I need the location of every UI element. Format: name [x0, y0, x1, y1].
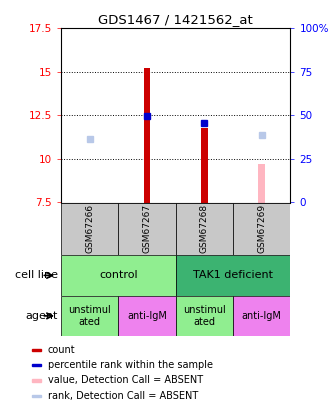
Title: GDS1467 / 1421562_at: GDS1467 / 1421562_at	[98, 13, 253, 26]
Bar	[233, 202, 290, 255]
Bar	[176, 255, 290, 296]
Bar	[201, 128, 208, 202]
Text: anti-IgM: anti-IgM	[242, 311, 282, 321]
Bar	[233, 296, 290, 336]
Bar	[144, 68, 150, 202]
Text: unstimul
ated: unstimul ated	[68, 305, 111, 327]
Bar	[61, 296, 118, 336]
Text: GSM67266: GSM67266	[85, 204, 94, 254]
Bar	[118, 296, 176, 336]
Bar	[32, 379, 41, 382]
Bar	[176, 296, 233, 336]
Bar	[32, 364, 41, 366]
Text: agent: agent	[25, 311, 58, 321]
Text: count: count	[48, 345, 75, 355]
Text: unstimul
ated: unstimul ated	[183, 305, 226, 327]
Bar	[118, 202, 176, 255]
Bar	[32, 395, 41, 397]
Bar	[176, 202, 233, 255]
Text: GSM67267: GSM67267	[143, 204, 151, 254]
Text: value, Detection Call = ABSENT: value, Detection Call = ABSENT	[48, 375, 203, 386]
Text: GSM67268: GSM67268	[200, 204, 209, 254]
Text: cell line: cell line	[15, 271, 58, 280]
Text: rank, Detection Call = ABSENT: rank, Detection Call = ABSENT	[48, 391, 198, 401]
Bar	[32, 349, 41, 351]
Text: control: control	[99, 271, 138, 280]
Text: percentile rank within the sample: percentile rank within the sample	[48, 360, 213, 370]
Bar	[61, 255, 176, 296]
Bar	[61, 202, 118, 255]
Text: GSM67269: GSM67269	[257, 204, 266, 254]
Text: anti-IgM: anti-IgM	[127, 311, 167, 321]
Text: TAK1 deficient: TAK1 deficient	[193, 271, 273, 280]
Bar	[258, 164, 265, 202]
